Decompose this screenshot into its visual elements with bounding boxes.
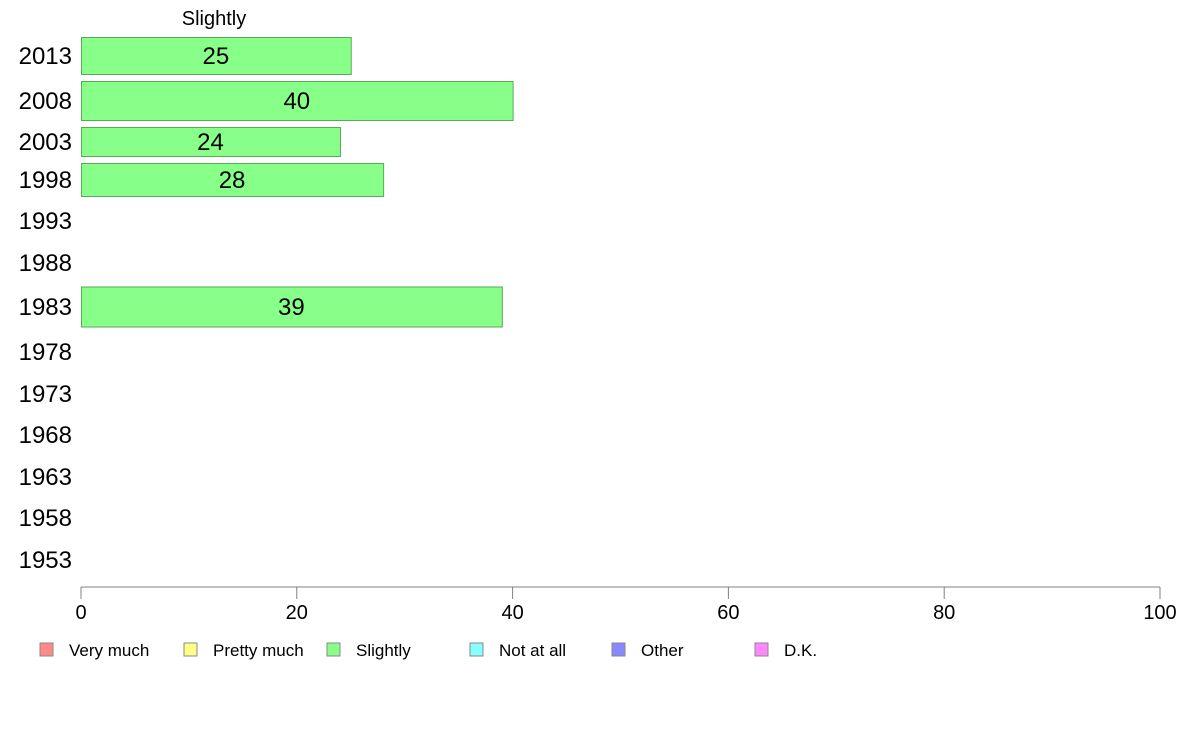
legend-label: Very much [69,641,149,660]
year-label: 1983 [19,294,72,321]
legend-swatch [611,642,626,657]
bar-value-label: 24 [197,129,224,156]
legend-item: Not at all [469,641,566,660]
year-label: 1968 [19,422,72,449]
legend-item: Pretty much [183,641,304,660]
year-label: 1998 [19,167,72,194]
legend-label: Slightly [356,641,411,660]
legend-label: D.K. [784,641,817,660]
legend-item: Other [611,641,684,660]
bar [81,37,352,75]
x-tick-label: 0 [75,602,86,624]
bar-value-label: 39 [278,294,305,321]
x-tick-label: 40 [501,602,523,624]
bar [81,286,503,328]
series-title: Slightly [182,8,246,30]
bar-value-label: 28 [219,167,246,194]
legend-label: Other [641,641,684,660]
legend-label: Pretty much [213,641,304,660]
legend-swatch [183,642,198,657]
year-label: 1973 [19,381,72,408]
x-tick-label: 100 [1143,602,1176,624]
x-tick-label: 20 [286,602,308,624]
legend-swatch [39,642,54,657]
bar-value-label: 25 [203,43,230,70]
legend-swatch [754,642,769,657]
legend-item: Very much [39,641,149,660]
x-axis: 0 20 40 60 80 100 [75,586,1177,624]
bar [81,81,514,121]
bars-layer: 25 40 24 28 39 [81,37,514,328]
year-label: 2003 [19,129,72,156]
year-label: 1958 [19,505,72,532]
bar [81,163,385,197]
legend-label: Not at all [499,641,566,660]
year-label: 1978 [19,339,72,366]
x-tick-label: 80 [933,602,955,624]
bar [81,127,341,157]
x-tick-label: 60 [717,602,739,624]
year-label: 2013 [19,43,72,70]
legend-item: Slightly [326,641,411,660]
legend-item: D.K. [754,641,817,660]
legend: Very much Pretty much Slightly Not at all Ot… [39,641,817,660]
legend-swatch [326,642,341,657]
year-label: 2008 [19,88,72,115]
year-label: 1988 [19,250,72,277]
year-label: 1963 [19,464,72,491]
year-label: 1993 [19,208,72,235]
bar-value-label: 40 [283,88,310,115]
legend-swatch [469,642,484,657]
year-label: 1953 [19,547,72,574]
year-labels: 2013 2008 2003 1998 1993 1988 1983 1978 1973 1968… [19,43,72,574]
